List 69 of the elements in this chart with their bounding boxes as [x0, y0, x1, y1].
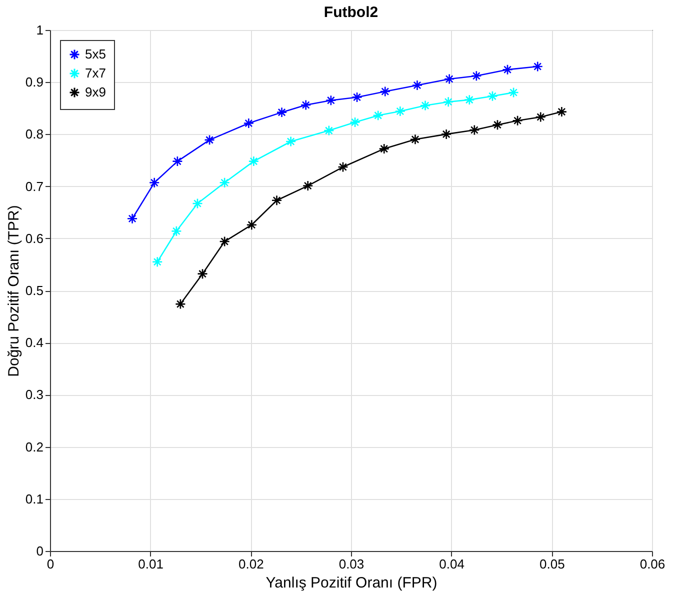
point	[442, 96, 454, 108]
point	[192, 198, 203, 209]
point	[502, 64, 513, 75]
point	[271, 194, 282, 206]
point	[338, 162, 348, 172]
point	[487, 90, 498, 102]
x-tick-label: 0.05	[540, 556, 565, 572]
point	[204, 134, 215, 146]
y-tick-label: 0.4	[25, 335, 44, 350]
point	[556, 106, 568, 118]
point	[171, 226, 182, 236]
point	[300, 100, 312, 110]
y-axis-title: Doğru Pozitif Oranı (TPR)	[5, 205, 22, 377]
point	[394, 106, 406, 117]
y-tick-label: 0.6	[25, 230, 44, 246]
point	[285, 136, 296, 147]
point	[352, 92, 362, 103]
point	[302, 180, 314, 192]
point	[152, 256, 163, 268]
point	[324, 125, 334, 136]
point	[532, 61, 544, 72]
y-tick-label: 0.9	[25, 74, 44, 90]
point	[492, 119, 503, 130]
point	[246, 219, 258, 230]
point	[219, 236, 230, 247]
legend-label: 9x9	[85, 84, 106, 100]
point	[126, 213, 138, 224]
point	[535, 112, 546, 122]
point	[469, 124, 480, 136]
y-tick-label: 1	[36, 22, 44, 38]
y-tick-label: 0	[36, 544, 44, 558]
point	[326, 94, 336, 106]
y-tick-label: 0.5	[25, 283, 44, 298]
point	[350, 116, 360, 128]
point	[420, 100, 431, 111]
point	[175, 298, 186, 310]
x-axis-title: Yanlış Pozitif Oranı (FPR)	[266, 574, 438, 592]
point	[410, 134, 421, 145]
point	[464, 94, 475, 106]
legend-label: 7x7	[85, 66, 106, 80]
x-tick-label: 0.04	[439, 556, 464, 572]
point	[219, 177, 230, 188]
point	[444, 74, 455, 84]
point	[276, 106, 288, 118]
point	[372, 110, 384, 121]
y-tick-label: 0.8	[25, 126, 44, 142]
point	[148, 177, 160, 188]
chart-title: Futbol2	[324, 4, 378, 21]
x-tick-label: 0.03	[338, 556, 364, 572]
point	[512, 115, 523, 126]
legend-label: 5x5	[85, 46, 106, 62]
point	[412, 80, 423, 91]
x-tick-label: 0	[46, 556, 54, 572]
point	[172, 156, 183, 167]
point	[248, 156, 260, 167]
x-tick-label: 0.06	[640, 556, 666, 572]
y-tick-label: 0.2	[25, 439, 44, 454]
point	[508, 87, 519, 98]
x-tick-label: 0.02	[238, 556, 264, 572]
y-tick-label: 0.3	[25, 387, 44, 402]
x-tick-label: 0.01	[138, 556, 164, 572]
point	[197, 268, 208, 280]
point	[380, 86, 391, 97]
point	[471, 70, 482, 82]
y-tick-label: 0.7	[25, 178, 44, 194]
point	[378, 143, 390, 154]
y-tick-label: 0.1	[25, 491, 44, 506]
point	[243, 118, 254, 129]
point	[440, 128, 452, 140]
